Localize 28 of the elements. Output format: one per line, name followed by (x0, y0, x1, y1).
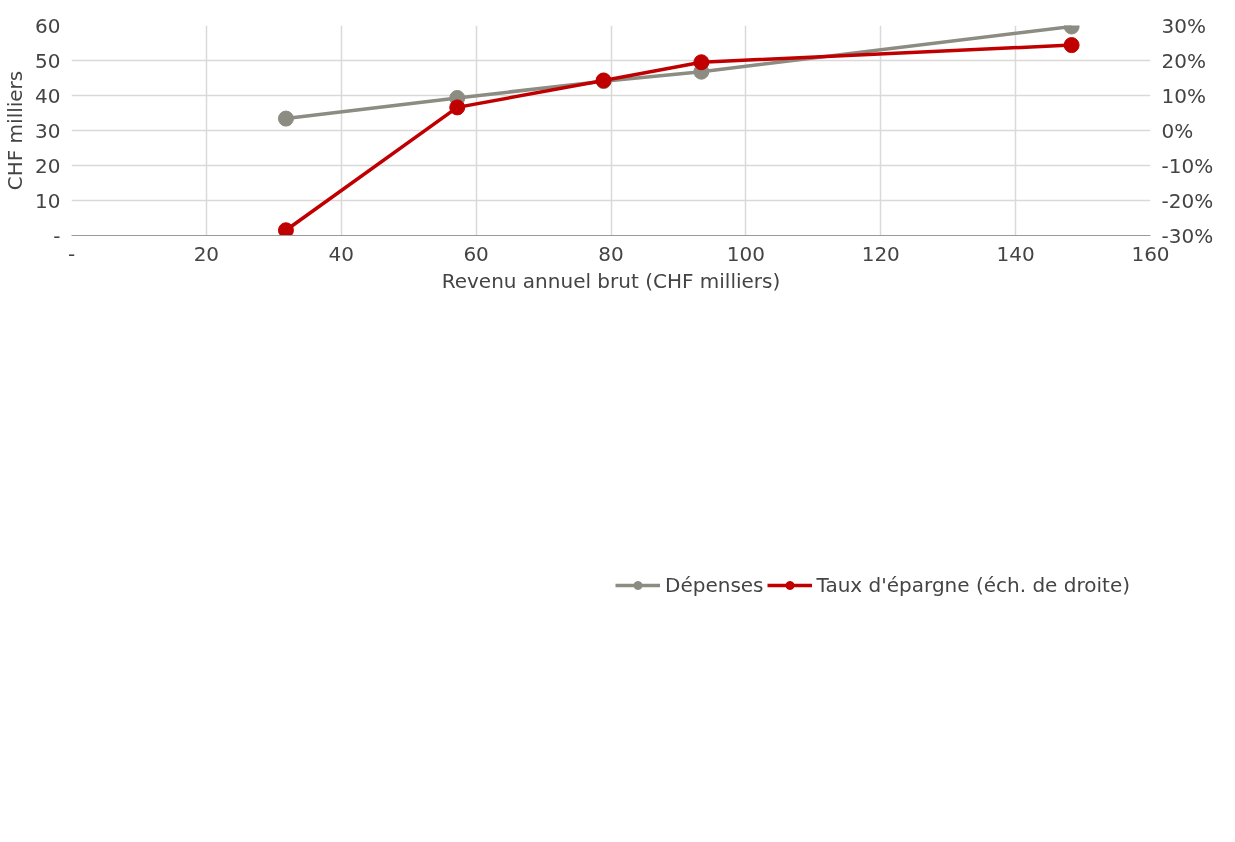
y-tick-label: 10 (35, 188, 61, 213)
point (1063, 37, 1080, 54)
x-axis-title: Revenu annuel brut (CHF milliers) (441, 268, 781, 293)
x-tick-label: 120 (861, 241, 900, 266)
x-tick-label: 100 (726, 241, 765, 266)
y2-tick-label: 10% (1161, 83, 1206, 108)
y-tick-label: 50 (35, 48, 61, 73)
legend-label: Taux d'épargne (éch. de droite) (816, 573, 1130, 597)
x-tick-label: 20 (193, 241, 220, 266)
y2-tick-label: 30% (1161, 13, 1206, 38)
point (693, 54, 710, 71)
point (277, 222, 294, 236)
y-tick-label: 40 (35, 83, 61, 108)
point (449, 99, 466, 116)
legend-label: Dépenses (665, 573, 764, 597)
x-tick-label: 140 (996, 241, 1035, 266)
y-tick-label: 60 (35, 13, 61, 38)
y2-tick-label: 20% (1161, 48, 1206, 73)
y2-tick-label: -10% (1161, 153, 1214, 178)
y-tick-label: - (53, 223, 61, 248)
y2-tick-label: -20% (1161, 188, 1214, 213)
x-tick-label: 80 (598, 241, 624, 266)
y2-tick-label: 0% (1161, 118, 1194, 143)
y-tick-label: 30 (35, 118, 61, 143)
y-tick-label: 20 (35, 153, 61, 178)
x-tick-label: 40 (328, 241, 354, 266)
x-tick-label: 60 (463, 241, 489, 266)
y-axis-title: CHF milliers (3, 70, 28, 191)
